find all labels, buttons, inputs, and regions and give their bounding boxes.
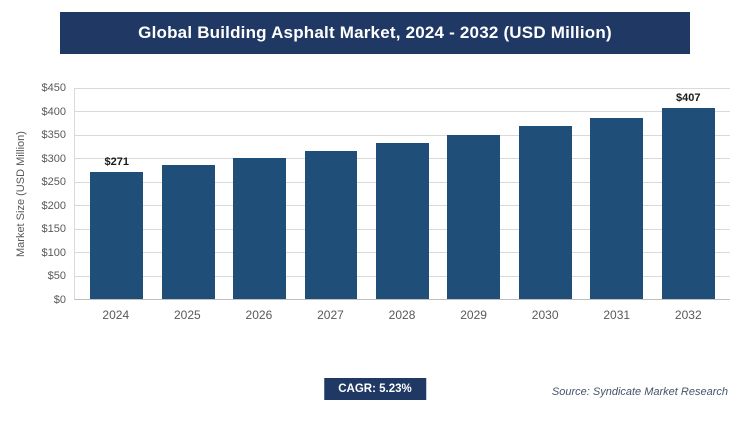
- bar-column: [438, 88, 509, 299]
- bar: [447, 134, 501, 299]
- bars: $271 $407: [75, 88, 730, 299]
- bar-column: [510, 88, 581, 299]
- chart-title-bar: Global Building Asphalt Market, 2024 - 2…: [60, 12, 690, 54]
- bar: [518, 126, 572, 299]
- bar-column: [581, 88, 652, 299]
- gridline: [75, 134, 730, 136]
- gridline: [75, 88, 730, 89]
- chart-main: $0 $50 $100 $150 $200 $250 $300 $350 $400 $450 $2…: [30, 82, 730, 322]
- gridline: [75, 111, 730, 113]
- y-tick-label: $100: [41, 246, 66, 259]
- x-tick-label: 2030: [531, 308, 559, 322]
- bar: [90, 171, 144, 299]
- y-tick-label: $50: [47, 270, 66, 283]
- bar-column: $407: [653, 88, 724, 299]
- footer: CAGR: 5.23% Source: Syndicate Market Res…: [0, 378, 750, 406]
- bar-column: [295, 88, 366, 299]
- plot-area: $271 $407: [74, 88, 730, 300]
- bar-value-label: $271: [104, 155, 129, 168]
- y-axis-ticks: $0 $50 $100 $150 $200 $250 $300 $350 $400 $450: [30, 82, 74, 306]
- y-tick-label: $200: [41, 199, 66, 212]
- y-tick-label: $400: [41, 105, 66, 118]
- x-tick-label: 2028: [388, 308, 416, 322]
- x-tick-label: 2029: [460, 308, 487, 322]
- x-tick-label: 2026: [245, 308, 273, 322]
- x-tick-label: 2032: [674, 308, 702, 322]
- x-tick-label: 2027: [317, 308, 344, 322]
- bar: [304, 150, 358, 299]
- bar: [661, 108, 715, 299]
- source-attribution: Source: Syndicate Market Research: [551, 386, 728, 398]
- bar-column: [367, 88, 438, 299]
- bar-value-label: $407: [675, 92, 701, 105]
- x-tick-label: 2024: [102, 308, 130, 322]
- bar: [233, 158, 287, 299]
- bar-column: [152, 88, 223, 299]
- chart-figure: Global Building Asphalt Market, 2024 - 2…: [0, 12, 750, 429]
- y-tick-label: $350: [41, 129, 66, 142]
- bar: [376, 143, 429, 299]
- y-tick-label: $0: [53, 294, 66, 306]
- bar: [161, 165, 215, 299]
- chart-area: Market Size (USD Million) $0 $50 $100 $150 $…: [0, 82, 750, 322]
- chart-title: Global Building Asphalt Market, 2024 - 2…: [138, 23, 612, 42]
- y-tick-label: $450: [41, 82, 66, 94]
- plot-row: $0 $50 $100 $150 $200 $250 $300 $350 $400 $450 $2…: [30, 82, 730, 306]
- y-tick-label: $250: [41, 176, 66, 189]
- bar: [590, 117, 644, 299]
- x-axis-labels: 2024 2025 2026 2027 2028 2029 2030 2031 2032: [74, 300, 730, 322]
- y-tick-label: $150: [41, 223, 66, 236]
- cagr-badge: CAGR: 5.23%: [324, 378, 426, 400]
- y-tick-label: $300: [41, 152, 66, 165]
- bar-column: $271: [81, 88, 152, 299]
- y-axis-title: Market Size (USD Million): [15, 131, 27, 257]
- bar-column: [224, 88, 295, 299]
- x-tick-label: 2025: [173, 308, 201, 322]
- x-tick-label: 2031: [603, 308, 631, 322]
